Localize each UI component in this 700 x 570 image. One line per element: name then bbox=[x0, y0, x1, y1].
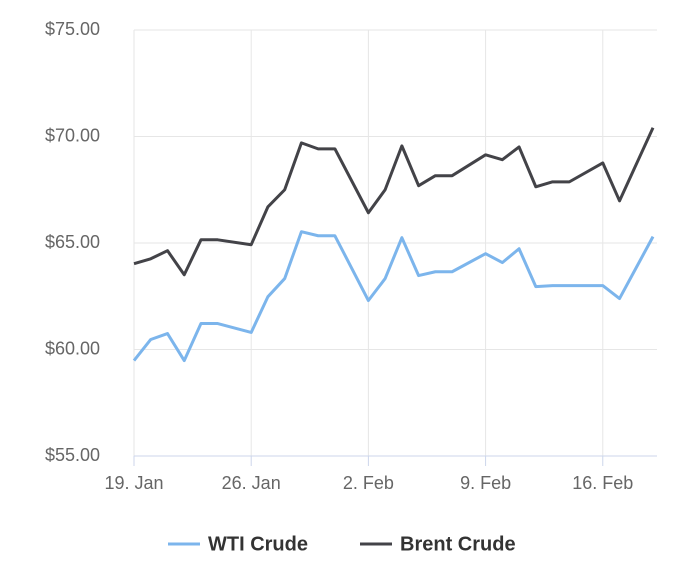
y-tick-label: $60.00 bbox=[45, 338, 100, 358]
legend-label: WTI Crude bbox=[208, 533, 308, 555]
x-tick-label: 26. Jan bbox=[222, 473, 281, 493]
x-tick-label: 19. Jan bbox=[104, 473, 163, 493]
x-tick-label: 16. Feb bbox=[572, 473, 633, 493]
x-tick-label: 9. Feb bbox=[460, 473, 511, 493]
y-tick-label: $75.00 bbox=[45, 19, 100, 39]
y-tick-label: $65.00 bbox=[45, 232, 100, 252]
series-line bbox=[132, 230, 655, 363]
series-line bbox=[133, 127, 655, 277]
y-tick-label: $55.00 bbox=[45, 445, 100, 465]
x-tick-label: 2. Feb bbox=[343, 473, 394, 493]
y-tick-label: $70.00 bbox=[45, 125, 100, 145]
legend-label: Brent Crude bbox=[400, 533, 516, 555]
